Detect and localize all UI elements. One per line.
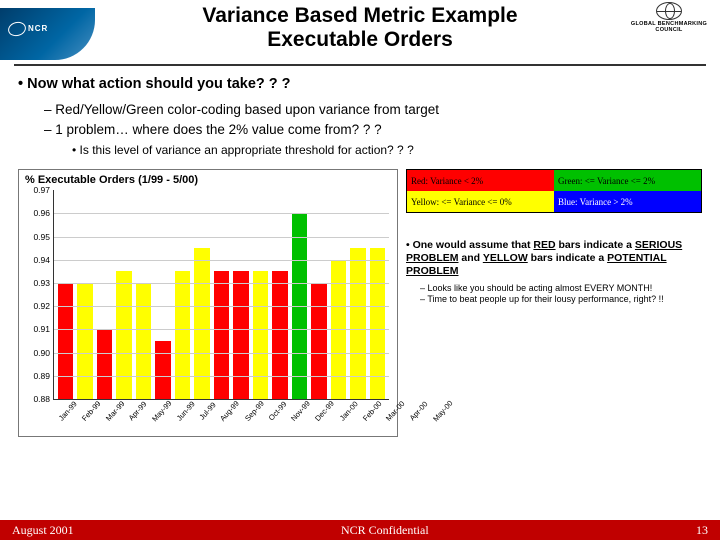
bar: [311, 283, 326, 399]
globe-icon: [656, 2, 682, 20]
legend-red: Red: Variance < 2%: [407, 170, 554, 191]
bar: [253, 271, 268, 399]
legend-table: Red: Variance < 2% Green: <= Variance <=…: [406, 169, 702, 213]
subnotes: Looks like you should be acting almost E…: [420, 283, 702, 306]
footer: August 2001 NCR Confidential 13: [0, 520, 720, 540]
page-title: Variance Based Metric ExampleExecutable …: [98, 4, 622, 52]
bar: [233, 271, 248, 399]
note: One would assume that RED bars indicate …: [406, 239, 702, 278]
bullet-main: Now what action should you take? ? ?: [18, 76, 702, 92]
bar: [58, 283, 73, 399]
divider: [14, 64, 706, 66]
bar: [136, 283, 151, 399]
sub2: 1 problem… where does the 2% value come …: [44, 120, 702, 140]
chart-title: % Executable Orders (1/99 - 5/00): [25, 174, 391, 186]
bar: [155, 341, 170, 399]
footer-center: NCR Confidential: [74, 523, 696, 538]
footer-right: 13: [696, 523, 720, 538]
bar: [272, 271, 287, 399]
ncr-swoosh: NCR: [0, 8, 95, 60]
sub1: Red/Yellow/Green color-coding based upon…: [44, 100, 702, 120]
legend-yellow: Yellow: <= Variance <= 0%: [407, 191, 554, 212]
sub3: Is this level of variance an appropriate…: [72, 143, 702, 157]
bar: [77, 283, 92, 399]
chart-plot: 0.880.890.900.910.920.930.940.950.960.97: [53, 190, 389, 400]
legend-green: Green: <= Variance <= 2%: [554, 170, 701, 191]
gbc-logo: GLOBAL BENCHMARKING COUNCIL: [624, 2, 714, 33]
bar: [116, 271, 131, 399]
bar: [97, 329, 112, 399]
bar: [214, 271, 229, 399]
chart-panel: % Executable Orders (1/99 - 5/00) 0.880.…: [18, 169, 398, 437]
legend-blue: Blue: Variance > 2%: [554, 191, 701, 212]
chart-xlabels: Jan-99Feb-99Mar-99Apr-99May-99Jun-99Jul-…: [53, 400, 389, 417]
bar: [175, 271, 190, 399]
subbullets: Red/Yellow/Green color-coding based upon…: [44, 100, 702, 139]
ncr-logo: NCR: [8, 22, 48, 36]
footer-left: August 2001: [0, 523, 74, 538]
